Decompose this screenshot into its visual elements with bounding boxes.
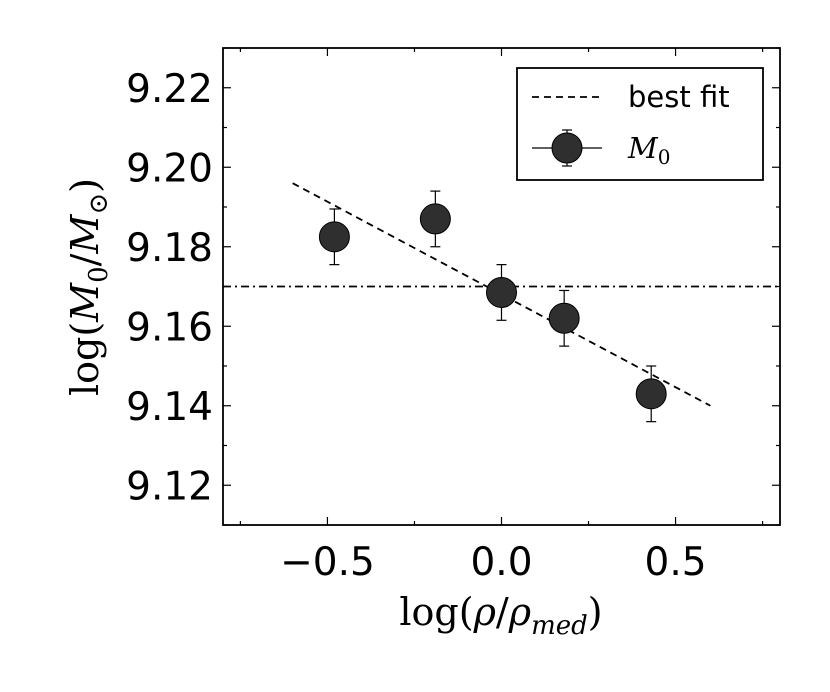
data-marker bbox=[635, 378, 667, 410]
x-axis-label-rho: ρ bbox=[473, 590, 497, 634]
x-axis-label: log(ρ/ρmed) bbox=[399, 590, 602, 641]
best-fit-line bbox=[292, 182, 711, 407]
y-axis-label-m2: M bbox=[63, 214, 107, 255]
data-point bbox=[318, 208, 350, 266]
y-axis-label-sub0: 0 bbox=[84, 266, 114, 283]
x-tick-label: 0.5 bbox=[645, 540, 707, 585]
x-axis-label-suffix: ) bbox=[588, 590, 603, 634]
legend-box bbox=[516, 67, 764, 181]
legend-m0-label: M0 bbox=[627, 131, 670, 169]
x-axis-label-slash: / bbox=[496, 590, 509, 634]
legend-marker-circle bbox=[551, 132, 583, 164]
legend-best-fit-label: best fit bbox=[628, 80, 730, 114]
legend: best fit M0 bbox=[516, 67, 764, 181]
data-marker bbox=[486, 276, 517, 308]
x-axis-label-subscript: med bbox=[531, 611, 588, 641]
y-tick-label: 9.18 bbox=[126, 226, 213, 271]
data-point bbox=[419, 190, 451, 248]
y-tick-label: 9.20 bbox=[126, 146, 213, 191]
data-marker bbox=[419, 203, 451, 235]
x-tick-label: −0.5 bbox=[280, 540, 375, 585]
data-marker bbox=[548, 302, 580, 334]
x-axis-label-prefix: log( bbox=[399, 590, 473, 634]
plot-area bbox=[223, 182, 780, 423]
y-axis-label-sun: ⊙ bbox=[84, 193, 114, 215]
y-axis-label-slash: / bbox=[63, 253, 107, 266]
y-axis-label-suffix: ) bbox=[63, 178, 107, 193]
x-axis-label-rho2: ρ bbox=[508, 590, 532, 634]
legend-m0-symbol: M bbox=[627, 131, 659, 165]
y-tick-label: 9.22 bbox=[126, 67, 213, 112]
data-point bbox=[635, 365, 667, 423]
data-marker bbox=[318, 221, 350, 253]
y-axis-label: log(M0/M⊙) bbox=[63, 178, 114, 396]
y-tick-label: 9.12 bbox=[126, 464, 213, 509]
data-point bbox=[486, 264, 517, 321]
ticks bbox=[223, 47, 780, 526]
x-tick-label: 0.0 bbox=[470, 540, 532, 585]
data-point bbox=[548, 289, 580, 347]
y-axis-label-m: M bbox=[63, 282, 107, 323]
legend-m0-subscript: 0 bbox=[658, 145, 671, 169]
y-tick-label: 9.14 bbox=[126, 385, 213, 430]
y-axis-label-prefix: log( bbox=[63, 322, 107, 396]
y-tick-label: 9.16 bbox=[126, 305, 213, 350]
tick-labels: −0.5 0.0 0.5 9.12 9.14 9.16 9.18 9.20 9.22 bbox=[126, 67, 706, 585]
